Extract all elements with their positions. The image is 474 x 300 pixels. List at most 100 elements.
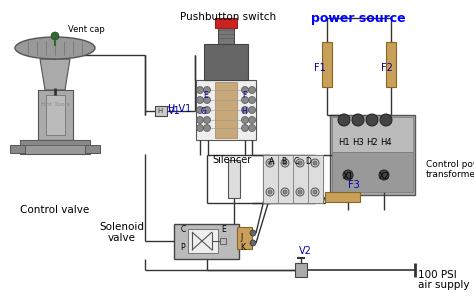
Polygon shape bbox=[218, 28, 234, 44]
Text: X2: X2 bbox=[379, 172, 390, 181]
Circle shape bbox=[197, 86, 203, 94]
Text: P: P bbox=[181, 244, 185, 253]
Circle shape bbox=[51, 32, 59, 40]
Circle shape bbox=[296, 188, 304, 196]
Circle shape bbox=[343, 170, 353, 180]
Text: H: H bbox=[241, 107, 247, 116]
Circle shape bbox=[203, 116, 210, 124]
Polygon shape bbox=[263, 155, 278, 203]
Circle shape bbox=[203, 86, 210, 94]
Polygon shape bbox=[20, 140, 90, 154]
Circle shape bbox=[268, 161, 272, 165]
Polygon shape bbox=[322, 42, 332, 87]
Text: F1: F1 bbox=[314, 63, 326, 73]
Polygon shape bbox=[188, 229, 218, 253]
Circle shape bbox=[248, 86, 255, 94]
Circle shape bbox=[250, 240, 256, 246]
Text: X1: X1 bbox=[343, 172, 354, 181]
Circle shape bbox=[250, 230, 256, 236]
Text: power source: power source bbox=[310, 12, 405, 25]
Circle shape bbox=[197, 106, 203, 113]
Text: air supply: air supply bbox=[418, 280, 470, 290]
Polygon shape bbox=[278, 155, 293, 203]
Circle shape bbox=[281, 188, 289, 196]
Text: valve: valve bbox=[108, 233, 136, 243]
Text: H2: H2 bbox=[366, 138, 378, 147]
Polygon shape bbox=[263, 155, 323, 203]
Circle shape bbox=[313, 190, 317, 194]
Polygon shape bbox=[293, 155, 308, 203]
Circle shape bbox=[298, 190, 302, 194]
Text: A: A bbox=[269, 158, 274, 166]
Polygon shape bbox=[332, 117, 413, 152]
Text: H4: H4 bbox=[380, 138, 392, 147]
Text: B: B bbox=[282, 158, 287, 166]
Text: H3: H3 bbox=[352, 138, 364, 147]
Polygon shape bbox=[155, 106, 167, 116]
Text: C: C bbox=[293, 158, 299, 166]
Circle shape bbox=[203, 106, 210, 113]
Text: 100 PSI: 100 PSI bbox=[418, 270, 457, 280]
Circle shape bbox=[311, 188, 319, 196]
Circle shape bbox=[241, 124, 248, 131]
Polygon shape bbox=[237, 227, 252, 249]
Polygon shape bbox=[295, 263, 307, 277]
Text: G: G bbox=[201, 107, 207, 116]
Text: Solenoid: Solenoid bbox=[100, 222, 145, 232]
Text: H V1: H V1 bbox=[168, 104, 191, 114]
Text: V2: V2 bbox=[299, 246, 311, 256]
Circle shape bbox=[241, 86, 248, 94]
Text: Vent cap: Vent cap bbox=[68, 26, 105, 34]
Polygon shape bbox=[40, 59, 70, 90]
Text: Control power: Control power bbox=[426, 160, 474, 169]
Circle shape bbox=[241, 116, 248, 124]
Ellipse shape bbox=[15, 37, 95, 59]
Polygon shape bbox=[330, 115, 415, 195]
Circle shape bbox=[379, 170, 389, 180]
Circle shape bbox=[203, 97, 210, 104]
Text: Control valve: Control valve bbox=[20, 205, 90, 215]
Text: K: K bbox=[240, 242, 245, 251]
Polygon shape bbox=[20, 140, 90, 145]
Text: E: E bbox=[222, 226, 227, 235]
Circle shape bbox=[266, 188, 274, 196]
Text: F3: F3 bbox=[348, 180, 360, 190]
Circle shape bbox=[313, 161, 317, 165]
Circle shape bbox=[266, 159, 274, 167]
Text: Hot Tools: Hot Tools bbox=[41, 103, 69, 107]
Circle shape bbox=[268, 190, 272, 194]
Circle shape bbox=[352, 114, 364, 126]
Polygon shape bbox=[325, 192, 360, 202]
Circle shape bbox=[197, 124, 203, 131]
Text: F: F bbox=[242, 91, 246, 100]
Polygon shape bbox=[196, 80, 256, 140]
Circle shape bbox=[283, 190, 287, 194]
Circle shape bbox=[197, 97, 203, 104]
Polygon shape bbox=[308, 155, 323, 203]
Circle shape bbox=[281, 159, 289, 167]
Polygon shape bbox=[386, 42, 396, 87]
Text: C: C bbox=[181, 226, 186, 235]
Circle shape bbox=[298, 161, 302, 165]
Polygon shape bbox=[228, 160, 240, 198]
Text: Pushbutton switch: Pushbutton switch bbox=[180, 12, 276, 22]
Circle shape bbox=[366, 114, 378, 126]
Text: H1: H1 bbox=[338, 138, 350, 147]
Polygon shape bbox=[215, 82, 237, 138]
Polygon shape bbox=[46, 95, 65, 135]
Circle shape bbox=[197, 116, 203, 124]
Text: Silencer: Silencer bbox=[212, 155, 252, 165]
Circle shape bbox=[283, 161, 287, 165]
Text: V1: V1 bbox=[168, 106, 181, 116]
Circle shape bbox=[248, 124, 255, 131]
Text: E: E bbox=[204, 91, 209, 100]
Circle shape bbox=[248, 97, 255, 104]
Polygon shape bbox=[332, 152, 413, 192]
Text: D: D bbox=[305, 158, 311, 166]
Circle shape bbox=[311, 159, 319, 167]
Text: J: J bbox=[240, 232, 242, 242]
Circle shape bbox=[241, 106, 248, 113]
Circle shape bbox=[338, 114, 350, 126]
Circle shape bbox=[203, 124, 210, 131]
Text: F2: F2 bbox=[381, 63, 393, 73]
